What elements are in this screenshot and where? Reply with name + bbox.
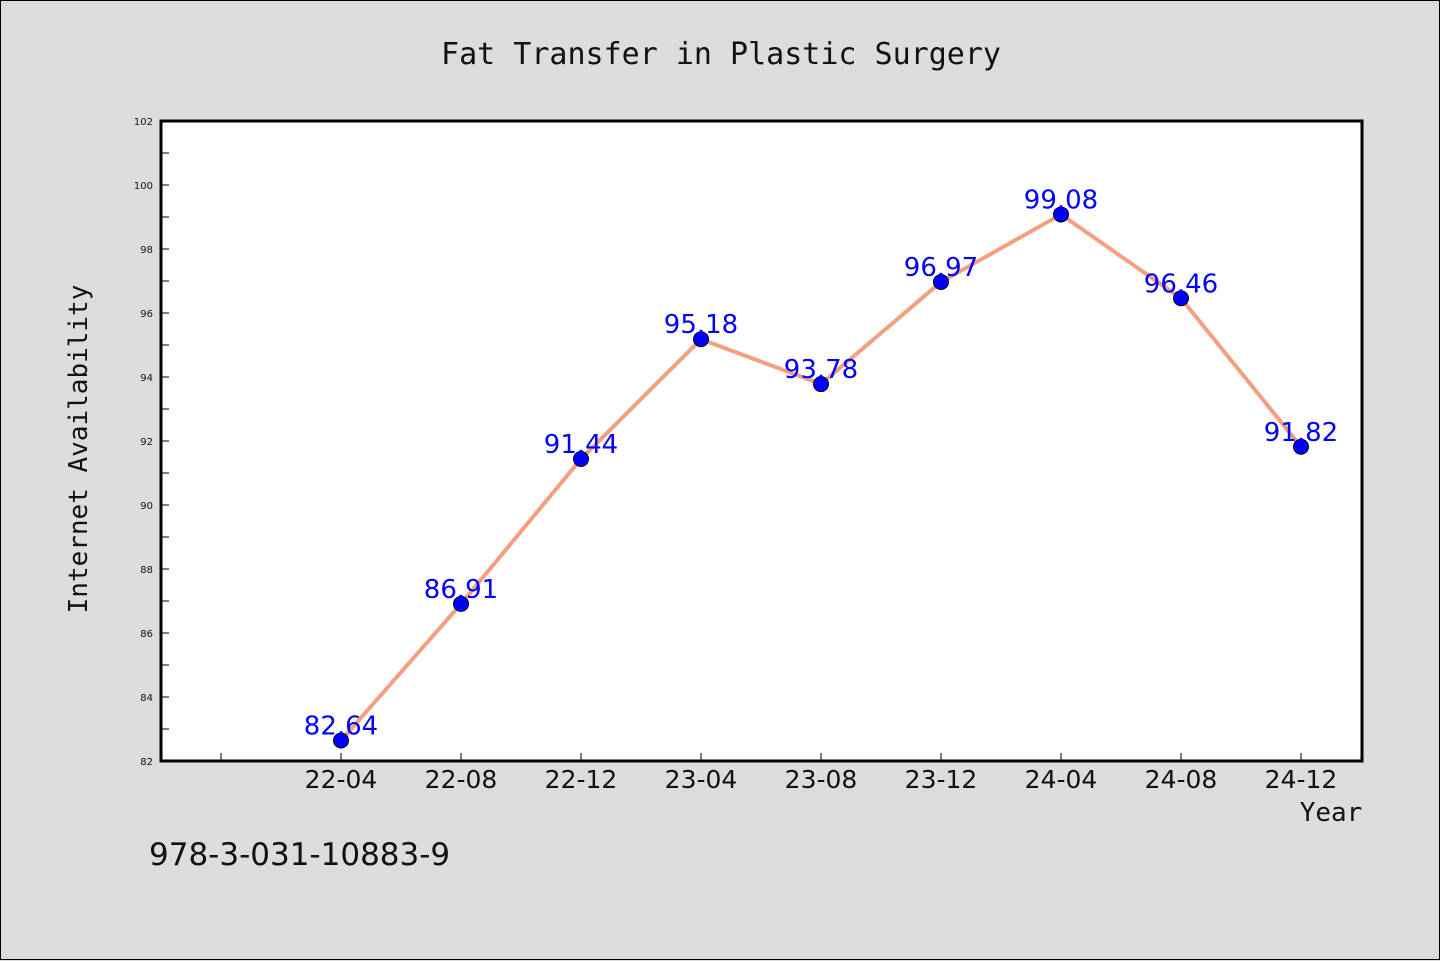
y-axis-ticks: 82 84 86 88 90 92 94 96 98 100 102 — [134, 117, 169, 768]
y-tick-label: 94 — [140, 373, 153, 384]
data-point — [453, 595, 469, 612]
y-tick-label: 86 — [140, 629, 153, 640]
y-tick-label: 96 — [140, 309, 153, 320]
data-labels: 82.64 86.91 91.44 95.18 93.78 96.97 99.08 96.46… — [304, 185, 1338, 741]
x-axis-label: Year — [1300, 798, 1363, 828]
data-label: 93.78 — [784, 355, 858, 385]
y-tick-label: 88 — [140, 565, 153, 576]
data-label: 95.18 — [664, 310, 738, 340]
data-label: 96.97 — [904, 253, 978, 283]
data-point — [333, 732, 349, 749]
x-tick-label: 23-12 — [905, 765, 978, 794]
data-point — [693, 331, 709, 348]
data-point — [1053, 206, 1069, 223]
data-point — [1173, 290, 1189, 307]
x-axis-ticks: 22-04 22-08 22-12 23-04 23-08 23-12 24-04 24-08… — [220, 753, 1338, 794]
y-axis-label: Internet Availability — [64, 285, 94, 614]
x-tick-label: 22-08 — [425, 765, 498, 794]
data-point — [933, 273, 949, 290]
data-point — [1293, 438, 1309, 455]
x-tick-label: 23-04 — [665, 765, 738, 794]
data-label: 82.64 — [304, 712, 378, 742]
y-tick-label: 100 — [134, 181, 153, 192]
data-label: 86.91 — [424, 575, 498, 605]
y-tick-label: 84 — [140, 693, 153, 704]
data-label: 91.82 — [1264, 418, 1338, 448]
y-tick-label: 90 — [140, 501, 153, 512]
data-point — [813, 376, 829, 393]
y-tick-label: 102 — [134, 117, 153, 128]
data-point — [573, 450, 589, 467]
x-tick-label: 24-12 — [1265, 765, 1338, 794]
chart-title: Fat Transfer in Plastic Surgery — [441, 37, 1001, 72]
footer-code: 978-3-031-10883-9 — [149, 837, 450, 873]
x-tick-label: 24-04 — [1025, 765, 1098, 794]
x-tick-label: 24-08 — [1145, 765, 1218, 794]
x-tick-label: 22-04 — [305, 765, 378, 794]
data-label: 99.08 — [1024, 185, 1098, 215]
x-tick-label: 22-12 — [545, 765, 618, 794]
y-tick-label: 98 — [140, 245, 153, 256]
y-tick-label: 82 — [140, 757, 153, 768]
data-label: 96.46 — [1144, 269, 1218, 299]
data-markers — [333, 206, 1309, 749]
plot-area — [159, 119, 1364, 763]
data-label: 91.44 — [544, 430, 618, 460]
x-tick-label: 23-08 — [785, 765, 858, 794]
y-tick-label: 92 — [140, 437, 153, 448]
